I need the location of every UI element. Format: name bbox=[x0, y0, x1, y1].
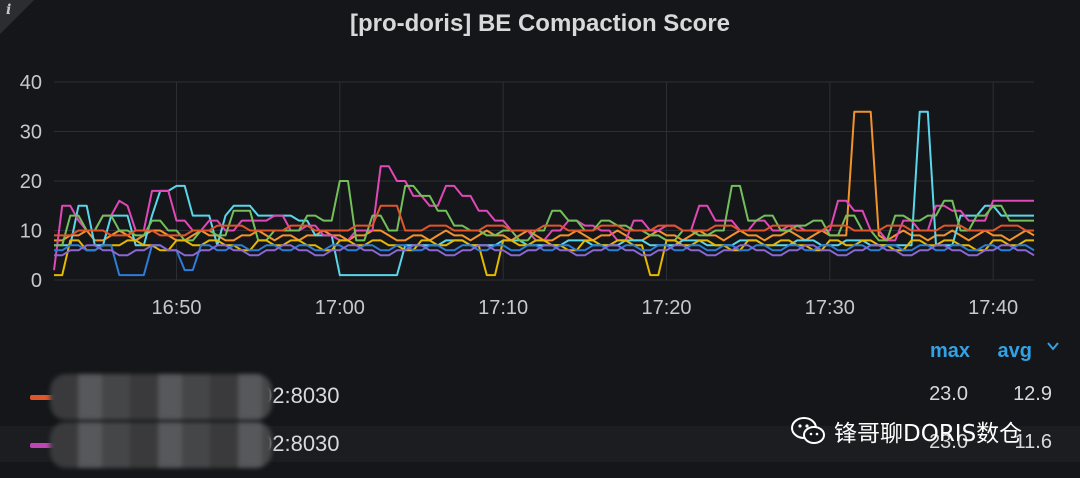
legend-swatch bbox=[30, 395, 60, 400]
legend-avg-value: 12.9 bbox=[1013, 383, 1052, 405]
redacted-host-blur bbox=[50, 374, 272, 420]
y-tick-label: 30 bbox=[20, 122, 42, 144]
info-icon[interactable]: i bbox=[6, 2, 12, 18]
watermark: 锋哥聊DORIS数仓 bbox=[790, 413, 1022, 449]
series-line bbox=[54, 239, 1034, 277]
series-line bbox=[54, 180, 1034, 247]
legend-series-name[interactable]: 02:8030 bbox=[260, 383, 340, 408]
y-tick-label: 10 bbox=[20, 221, 42, 243]
legend-max-value: 23.0 bbox=[929, 431, 968, 453]
legend-row[interactable]: 02:8030 23.0 11.6 bbox=[0, 422, 1080, 468]
series-line bbox=[53, 165, 1034, 271]
y-tick-label: 0 bbox=[31, 270, 42, 292]
chevron-down-icon[interactable] bbox=[1046, 339, 1060, 358]
info-corner[interactable] bbox=[0, 0, 34, 34]
legend-series-name[interactable]: 02:8030 bbox=[260, 431, 340, 456]
x-tick-label: 17:30 bbox=[805, 297, 855, 319]
legend-avg-value: 11.6 bbox=[1014, 431, 1052, 453]
y-tick-label: 40 bbox=[20, 72, 42, 94]
chart[interactable]: 0 10 20 30 40 16:50 17:00 17:10 17:20 17:30 17:40 bbox=[0, 0, 1080, 340]
x-tick-label: 17:40 bbox=[968, 297, 1018, 319]
legend-avg-header[interactable]: avg bbox=[997, 340, 1032, 362]
y-tick-label: 20 bbox=[20, 171, 42, 193]
x-tick-label: 17:00 bbox=[315, 297, 365, 319]
legend-row[interactable]: 02:8030 23.0 12.9 bbox=[0, 374, 1080, 420]
series-line bbox=[54, 244, 1035, 277]
series-line bbox=[54, 204, 1034, 237]
legend-header: max avg bbox=[908, 340, 1032, 363]
x-tick-label: 16:50 bbox=[151, 297, 201, 319]
wechat-icon bbox=[791, 417, 825, 444]
panel-title[interactable]: [pro-doris] BE Compaction Score bbox=[349, 10, 731, 37]
watermark-text: 锋哥聊DORIS数仓 bbox=[834, 421, 1023, 447]
legend-swatch bbox=[30, 443, 60, 448]
x-tick-label: 17:10 bbox=[478, 297, 528, 319]
x-tick-label: 17:20 bbox=[641, 297, 691, 319]
series-line bbox=[54, 244, 1035, 257]
legend-max-header[interactable]: max bbox=[929, 340, 970, 362]
legend-max-value: 23.0 bbox=[929, 383, 968, 405]
redacted-host-blur bbox=[50, 422, 272, 468]
